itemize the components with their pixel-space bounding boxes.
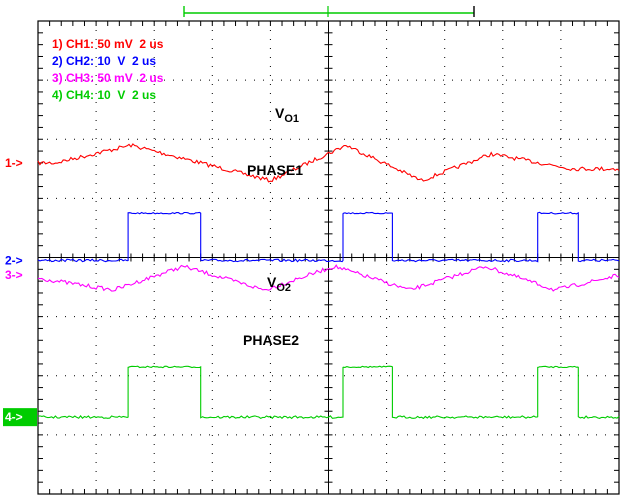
trace-ch4	[37, 365, 620, 420]
trace-ch2	[37, 211, 620, 263]
annotation-subscript: O2	[276, 282, 291, 294]
legend-entry-4: 4) CH4: 10 V 2 us	[52, 88, 156, 102]
waveform-traces	[37, 143, 620, 420]
marker-box	[3, 408, 37, 427]
channel-marker-4: 4->	[5, 410, 23, 424]
legend-entry-2: 2) CH2: 10 V 2 us	[52, 54, 156, 68]
annotation-subscript: O1	[284, 113, 299, 125]
annotation-4: PHASE2	[243, 332, 299, 348]
channel-marker-2: 2->	[5, 253, 23, 267]
channel-marker-3: 3->	[5, 268, 23, 282]
legend-entry-1: 1) CH1: 50 mV 2 us	[52, 37, 164, 51]
channel-marker-1: 1->	[5, 156, 23, 170]
annotation-2: PHASE1	[247, 162, 303, 178]
channel-markers: 1-> 2->3-> 4->	[3, 156, 37, 427]
annotation-3: VO2	[267, 274, 291, 294]
trace-ch1	[37, 143, 620, 183]
trigger-bar	[183, 6, 475, 17]
channel-legend: 1) CH1: 50 mV 2 us 2) CH2: 10 V 2 us 3) CH…	[52, 37, 164, 102]
trace-ch3	[37, 264, 620, 292]
legend-entry-3: 3) CH3: 50 mV 2 us	[52, 71, 164, 85]
